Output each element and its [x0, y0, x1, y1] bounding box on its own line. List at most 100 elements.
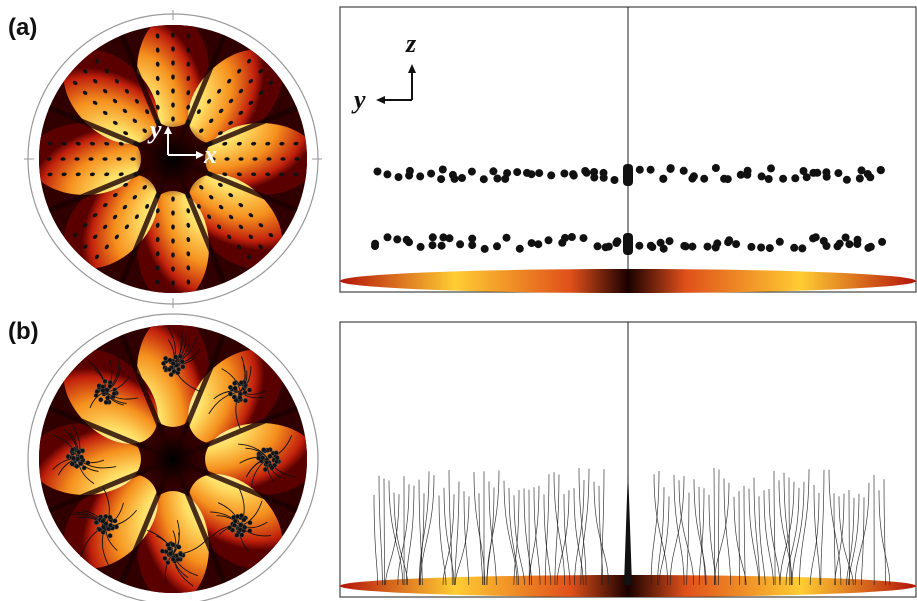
- trajectory: [788, 477, 791, 586]
- particle: [279, 141, 285, 146]
- trajectory: [573, 488, 584, 586]
- particle: [170, 361, 176, 367]
- particle: [394, 173, 403, 182]
- trajectory: [601, 469, 605, 586]
- particle: [227, 384, 233, 390]
- center-dark: [113, 399, 233, 519]
- particle: [171, 32, 175, 38]
- particle: [280, 157, 286, 161]
- trajectory: [686, 492, 690, 586]
- particle: [428, 233, 437, 242]
- particle: [167, 551, 173, 557]
- trajectory: [239, 525, 272, 537]
- trajectory: [838, 496, 854, 586]
- particle: [186, 75, 191, 81]
- particle: [247, 520, 253, 526]
- particle: [93, 519, 99, 525]
- particle: [501, 174, 510, 183]
- particle: [118, 172, 124, 177]
- particle: [171, 224, 175, 230]
- particle: [845, 240, 854, 249]
- particle: [93, 393, 99, 399]
- trajectory: [486, 470, 500, 586]
- particle: [83, 244, 88, 249]
- particle: [238, 203, 244, 208]
- particle: [134, 98, 139, 104]
- particle: [186, 104, 191, 110]
- particle: [132, 118, 138, 124]
- particle: [171, 210, 175, 216]
- particle: [186, 33, 191, 39]
- trajectory: [693, 479, 707, 586]
- particle: [155, 251, 160, 257]
- trajectory: [763, 490, 774, 586]
- particle: [681, 242, 690, 251]
- top-view-a: y x: [24, 10, 322, 308]
- particle: [159, 548, 165, 554]
- particle-grid: [46, 32, 300, 286]
- particle: [177, 353, 183, 359]
- trajectory: [239, 356, 246, 393]
- particle: [236, 172, 242, 177]
- particle: [445, 234, 454, 243]
- particle: [237, 244, 242, 250]
- particle: [456, 240, 465, 249]
- center-trajectory: [624, 468, 632, 585]
- trajectory: [385, 494, 400, 586]
- particle: [167, 357, 173, 363]
- trajectory: [846, 497, 855, 586]
- particle: [269, 465, 275, 471]
- trajectory: [488, 481, 497, 586]
- particle: [262, 467, 268, 473]
- particle: [186, 119, 191, 125]
- particle: [234, 532, 240, 538]
- particle: [822, 172, 831, 181]
- particle: [604, 242, 613, 251]
- particle: [258, 223, 264, 228]
- particle: [590, 173, 599, 182]
- particle: [523, 168, 531, 177]
- particle: [207, 98, 212, 104]
- particle: [238, 110, 244, 115]
- particle: [428, 241, 437, 250]
- particle: [279, 172, 285, 177]
- trajectory: [854, 482, 870, 586]
- particle: [544, 236, 553, 245]
- particle: [799, 167, 808, 175]
- particle: [76, 449, 82, 455]
- particle: [561, 233, 569, 242]
- trajectory: [221, 368, 241, 392]
- particle: [238, 380, 244, 386]
- particle: [217, 224, 222, 230]
- particle: [122, 204, 128, 210]
- particle: [208, 194, 214, 200]
- particle: [242, 524, 248, 530]
- particle: [416, 242, 425, 251]
- trajectory: [533, 487, 541, 586]
- particle: [186, 279, 191, 285]
- particle: [876, 166, 885, 174]
- particle: [468, 234, 477, 243]
- particle: [75, 172, 81, 177]
- trajectory: [554, 474, 560, 586]
- particle: [61, 172, 67, 177]
- trajectory: [791, 481, 805, 586]
- particle: [218, 108, 224, 114]
- trajectory: [503, 480, 518, 586]
- particle: [227, 391, 233, 397]
- particle: [100, 388, 106, 394]
- particle: [256, 455, 262, 461]
- particle: [92, 213, 98, 218]
- particle: [132, 194, 138, 200]
- trajectory: [723, 478, 731, 586]
- trajectory: [878, 490, 891, 586]
- particle: [258, 69, 263, 74]
- particle: [866, 173, 875, 182]
- particle: [258, 244, 263, 249]
- z-axis-label: z: [405, 29, 417, 58]
- particle: [227, 78, 232, 84]
- particle: [207, 142, 213, 146]
- particle: [103, 399, 109, 405]
- particle: [635, 165, 644, 174]
